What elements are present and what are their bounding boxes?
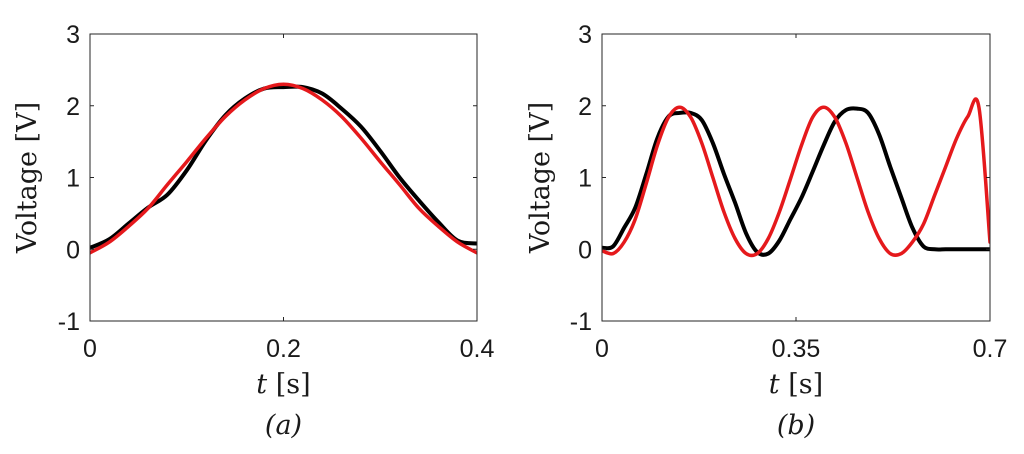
series-line-black <box>90 84 477 250</box>
x-axis-unit-text: [s] <box>276 369 311 400</box>
y-tick-label: 2 <box>578 93 592 121</box>
y-tick-label: 3 <box>66 21 80 49</box>
x-axis-unit <box>267 369 276 400</box>
y-tick-label: 0 <box>66 236 80 264</box>
x-tick-label: 0.7 <box>973 335 1008 363</box>
x-tick-label: 0.4 <box>460 335 495 363</box>
panel-label: (b) <box>777 410 815 441</box>
x-tick-label: 0.35 <box>772 335 821 363</box>
x-tick-label: 0.2 <box>266 335 301 363</box>
y-tick-label: 1 <box>66 165 80 193</box>
y-tick-label: 0 <box>578 236 592 264</box>
series-line-red <box>90 82 477 255</box>
series-line-red <box>602 97 990 258</box>
y-tick-label: 3 <box>578 21 592 49</box>
y-tick-label: -1 <box>570 308 592 336</box>
x-axis-unit-text: [s] <box>788 369 823 400</box>
y-axis-label: Voltage [V] <box>525 102 556 254</box>
x-axis-variable: t <box>256 369 267 400</box>
y-axis-label: Voltage [V] <box>12 102 43 254</box>
plot-frame <box>89 33 478 322</box>
plot-frame <box>601 33 991 322</box>
x-axis-label: t [s] <box>256 369 310 400</box>
y-tick-label: 1 <box>578 165 592 193</box>
x-tick-label: 0 <box>83 335 97 363</box>
panel-label: (a) <box>265 410 302 441</box>
x-axis-unit <box>780 369 789 400</box>
y-tick-label: 2 <box>66 93 80 121</box>
x-axis-variable: t <box>769 369 780 400</box>
y-tick-label: -1 <box>58 308 80 336</box>
series-line-black <box>602 106 990 257</box>
x-axis-label: t [s] <box>769 369 823 400</box>
x-tick-label: 0 <box>595 335 609 363</box>
